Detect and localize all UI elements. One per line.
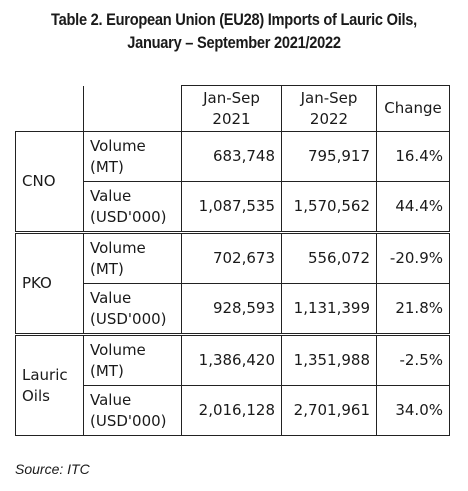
value-2022: 795,917 xyxy=(281,131,377,182)
table-row: PKO Volume (MT) 702,673 556,072 -20.9% xyxy=(15,231,450,335)
metric-label: Value xyxy=(90,288,132,307)
table-row: Value (USD'000) 2,016,128 2,701,961 34.0… xyxy=(16,385,450,436)
change-value: 21.8% xyxy=(376,283,450,335)
value-2022: 1,131,399 xyxy=(281,283,377,335)
metric-cell: Volume (MT) xyxy=(83,231,182,284)
metric-cell: Volume (MT) xyxy=(83,131,182,182)
metric-label: Volume xyxy=(90,238,146,257)
change-value: 16.4% xyxy=(376,131,450,182)
metric-cell: Value (USD'000) xyxy=(83,283,182,335)
metric-unit: (USD'000) xyxy=(90,207,167,226)
change-value: 44.4% xyxy=(376,181,450,233)
metric-cell: Volume (MT) xyxy=(83,333,182,386)
header-jan-sep-2021: Jan-Sep 2021 xyxy=(181,85,282,132)
metric-cell: Value (USD'000) xyxy=(83,181,182,233)
metric-label: Value xyxy=(90,390,132,409)
source-note: Source: ITC xyxy=(15,461,90,477)
value-2021: 683,748 xyxy=(181,131,282,182)
product-label-line-2: Oils xyxy=(22,386,50,405)
product-cell-pko: PKO xyxy=(15,231,84,335)
table-title: Table 2. European Union (EU28) Imports o… xyxy=(33,8,435,54)
change-value: 34.0% xyxy=(376,385,450,436)
value-2022: 2,701,961 xyxy=(281,385,377,436)
header-change: Change xyxy=(376,85,450,132)
product-cell-cno: CNO xyxy=(15,131,84,233)
product-label-line-1: Lauric xyxy=(22,365,68,384)
header-period-label: Jan-Sep xyxy=(203,88,260,107)
table-row: Value (USD'000) 1,087,535 1,570,562 44.4… xyxy=(16,181,450,233)
value-2022: 1,570,562 xyxy=(281,181,377,233)
table-row: Value (USD'000) 928,593 1,131,399 21.8% xyxy=(16,283,450,335)
header-period-label: Jan-Sep xyxy=(300,88,358,107)
metric-cell: Value (USD'000) xyxy=(83,385,182,436)
change-value: -2.5% xyxy=(376,333,450,386)
value-2021: 928,593 xyxy=(181,283,282,335)
lauric-oils-imports-table: Jan-Sep 2021 Jan-Sep 2022 Change CNO Vol… xyxy=(15,85,450,436)
metric-unit: (USD'000) xyxy=(90,411,167,430)
header-year-label: 2021 xyxy=(212,109,251,128)
header-year-label: 2022 xyxy=(309,109,349,128)
change-value: -20.9% xyxy=(376,231,450,284)
header-jan-sep-2022: Jan-Sep 2022 xyxy=(281,85,377,132)
metric-unit: (MT) xyxy=(90,361,124,380)
metric-label: Volume xyxy=(90,136,146,155)
table-header-row: Jan-Sep 2021 Jan-Sep 2022 Change xyxy=(15,85,450,132)
table-title-line-2: January – September 2021/2022 xyxy=(127,33,341,52)
value-2021: 2,016,128 xyxy=(181,385,282,436)
metric-unit: (MT) xyxy=(90,259,124,278)
value-2021: 702,673 xyxy=(181,231,282,284)
header-blank-cell xyxy=(15,85,84,132)
metric-unit: (MT) xyxy=(90,157,124,176)
table-row: Lauric Oils Volume (MT) 1,386,420 1,351,… xyxy=(15,333,450,436)
metric-label: Volume xyxy=(90,340,146,359)
value-2021: 1,087,535 xyxy=(181,181,282,233)
product-cell-lauric-oils: Lauric Oils xyxy=(15,333,84,436)
value-2022: 556,072 xyxy=(281,231,377,284)
metric-unit: (USD'000) xyxy=(90,309,167,328)
table-title-line-1: Table 2. European Union (EU28) Imports o… xyxy=(51,10,417,29)
value-2021: 1,386,420 xyxy=(181,333,282,386)
table-row: CNO Volume (MT) 683,748 795,917 16.4% xyxy=(15,131,450,233)
metric-label: Value xyxy=(90,186,132,205)
value-2022: 1,351,988 xyxy=(281,333,377,386)
header-blank-cell xyxy=(83,85,182,132)
